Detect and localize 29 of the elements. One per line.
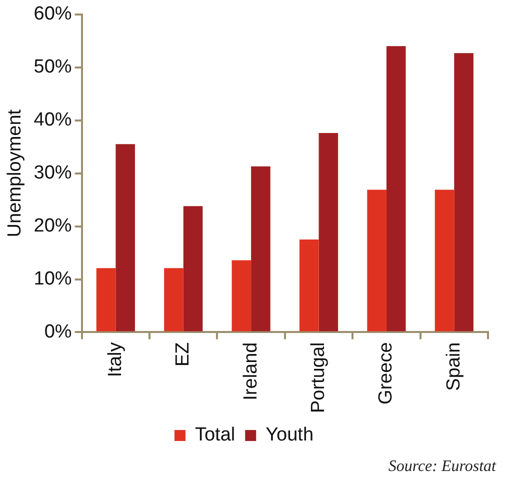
y-tick-label: 60% [34, 4, 72, 25]
legend-label: Total [194, 424, 236, 446]
legend-label: Youth [266, 424, 314, 446]
bar [318, 133, 338, 332]
bar [454, 53, 474, 332]
bar [183, 206, 203, 332]
bar [434, 190, 454, 332]
y-axis-title: Unemployment [4, 108, 26, 238]
bar [386, 46, 406, 332]
x-tick-label: Ireland [240, 342, 262, 400]
x-tick-label: Spain [443, 342, 464, 391]
bar [251, 166, 270, 332]
y-tick-label: 10% [34, 268, 72, 290]
y-tick-label: 0% [44, 321, 72, 342]
y-tick-label: 50% [34, 56, 72, 78]
source-note: Source: Eurostat [387, 458, 496, 476]
bar [164, 268, 184, 332]
y-tick-label: 20% [34, 216, 72, 237]
y-tick-label: 40% [34, 110, 72, 131]
bar [299, 240, 319, 332]
bar [116, 144, 135, 332]
bar [96, 268, 116, 332]
bar [367, 190, 386, 332]
x-tick-label: Italy [104, 342, 126, 378]
bar [232, 260, 252, 332]
x-tick-label: Greece [376, 342, 397, 405]
x-tick-label: EZ [172, 342, 194, 367]
x-tick-label: Portugal [308, 342, 329, 414]
y-tick-label: 30% [34, 162, 72, 184]
